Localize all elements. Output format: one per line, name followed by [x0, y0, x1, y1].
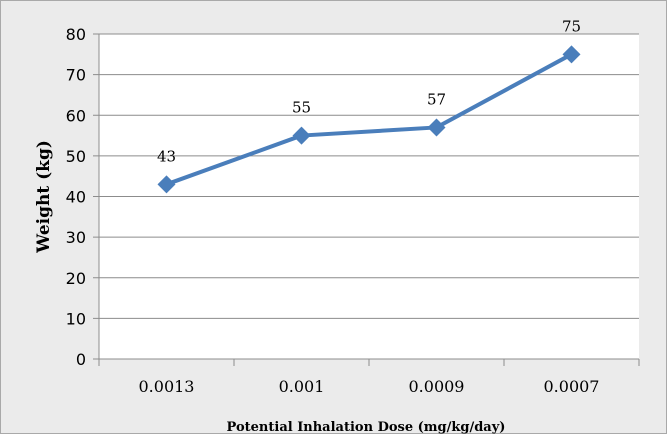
data-point-marker [292, 126, 311, 145]
data-point-marker [157, 175, 176, 194]
data-label: 75 [562, 17, 581, 35]
axes [93, 33, 640, 366]
y-tick-label: 30 [66, 228, 86, 247]
x-axis-title: Potential Inhalation Dose (mg/kg/day) [227, 420, 506, 435]
x-tick-label: 0.0007 [544, 377, 600, 396]
data-label: 43 [157, 147, 176, 165]
x-tick-label: 0.001 [279, 377, 325, 396]
y-tick-label: 10 [66, 309, 86, 328]
x-tick-labels: 0.0013 0.001 0.0009 0.0007 [139, 377, 600, 396]
y-tick-label: 0 [76, 350, 86, 369]
data-point-marker [562, 45, 581, 64]
data-label: 57 [427, 90, 446, 108]
y-axis-title: Weight (kg) [34, 140, 54, 254]
data-label: 55 [292, 99, 311, 117]
y-tick-label: 70 [66, 66, 86, 85]
series-line [165, 52, 573, 187]
gridlines [99, 33, 639, 319]
x-tick-label: 0.0009 [409, 377, 465, 396]
y-tick-label: 50 [66, 147, 86, 166]
y-tick-labels: 0 10 20 30 40 50 60 70 80 [66, 25, 86, 369]
data-labels: 43 55 57 75 [157, 17, 581, 165]
y-tick-label: 20 [66, 269, 86, 288]
y-tick-label: 60 [66, 106, 86, 125]
x-tick-label: 0.0013 [139, 377, 195, 396]
series [157, 45, 581, 194]
y-tick-label: 40 [66, 188, 86, 207]
data-point-marker [427, 118, 446, 137]
y-tick-label: 80 [66, 25, 86, 44]
